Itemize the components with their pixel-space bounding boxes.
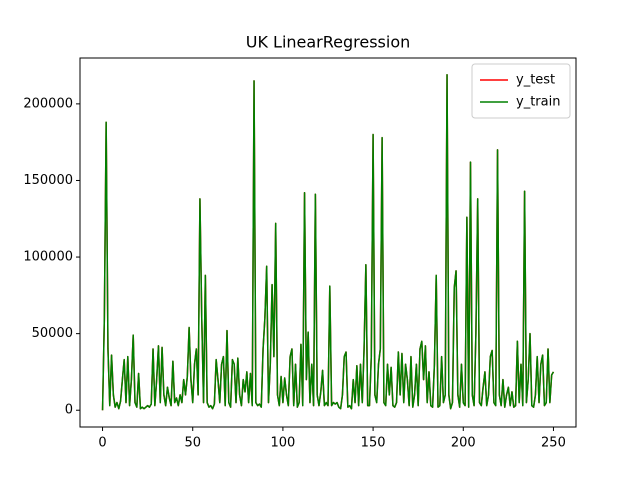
x-tick-label: 150 [361,436,386,451]
y-tick-label: 150000 [23,173,73,188]
legend-label: y_test [516,73,555,88]
chart-title: UK LinearRegression [246,33,411,52]
x-tick-label: 250 [541,436,566,451]
series-line [101,74,555,411]
y-tick-label: 200000 [23,96,73,111]
x-tick-label: 0 [98,436,106,451]
x-tick-label: 50 [184,436,201,451]
legend-box [471,63,571,119]
y-tick-label: 50000 [32,326,73,341]
axes-frame [79,57,577,428]
x-tick-label: 100 [270,436,295,451]
y-tick-label: 0 [65,403,73,418]
x-tick-label: 200 [451,436,476,451]
y-tick-label: 100000 [23,250,73,265]
legend-label: y_train [516,95,560,110]
